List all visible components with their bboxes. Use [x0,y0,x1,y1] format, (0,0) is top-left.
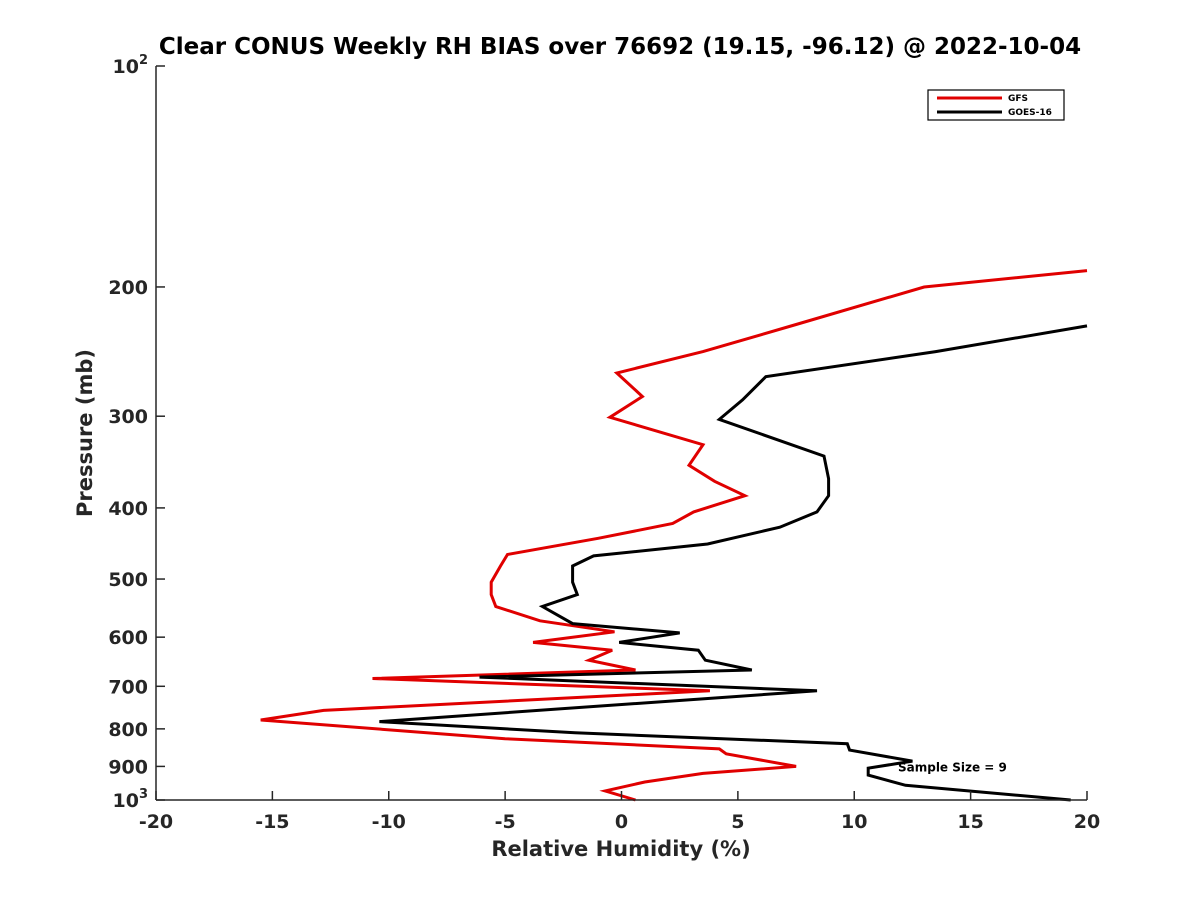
y-tick-label: 600 [108,627,148,649]
y-tick-label-base: 800 [108,719,148,741]
y-tick-label: 400 [108,498,148,520]
y-tick-label: 800 [108,719,148,741]
x-tick-label: 10 [841,811,867,833]
legend-label: GFS [1008,94,1028,104]
x-tick-label: -15 [255,811,289,833]
sample-size-annotation: Sample Size = 9 [898,760,1007,774]
series-line-gfs [260,269,1088,802]
y-axis-label: Pressure (mb) [73,349,97,517]
y-tick-label-base: 10 [113,790,139,812]
legend-label: GOES-16 [1008,108,1052,118]
x-tick-label: -5 [495,811,516,833]
y-tick-label: 200 [108,277,148,299]
x-tick-label: 0 [615,811,628,833]
x-tick-label: 5 [731,811,744,833]
legend: GFS GOES-16 [927,89,1065,121]
legend-box [927,89,1065,121]
y-tick-label-base: 200 [108,277,148,299]
x-tick-label: 15 [957,811,983,833]
y-tick-label-base: 300 [108,406,148,428]
y-tick-label: 700 [108,676,148,698]
chart-title: Clear CONUS Weekly RH BIAS over 76692 (1… [159,34,1081,60]
y-tick-label: 300 [108,406,148,428]
series-layer [260,269,1088,802]
y-tick-label-base: 400 [108,498,148,520]
x-axis-label: Relative Humidity (%) [491,837,750,861]
y-tick-label-base: 500 [108,569,148,591]
y-tick-label-base: 700 [108,676,148,698]
y-tick-label-base: 10 [113,56,139,78]
x-tick-label: 20 [1074,811,1100,833]
x-tick-label: -20 [139,811,173,833]
y-tick-label: 103 [113,787,149,812]
y-tick-label: 102 [113,53,149,78]
series-line-goes-16 [379,324,1088,802]
y-tick-label-exponent: 3 [139,787,148,802]
x-ticks: -20 -15 -10 -5 0 5 10 15 20 [139,791,1100,833]
y-tick-label-base: 600 [108,627,148,649]
y-tick-label: 900 [108,756,148,778]
y-tick-label-exponent: 2 [139,53,148,68]
x-tick-label: -10 [372,811,406,833]
y-tick-label: 500 [108,569,148,591]
y-tick-label-base: 900 [108,756,148,778]
